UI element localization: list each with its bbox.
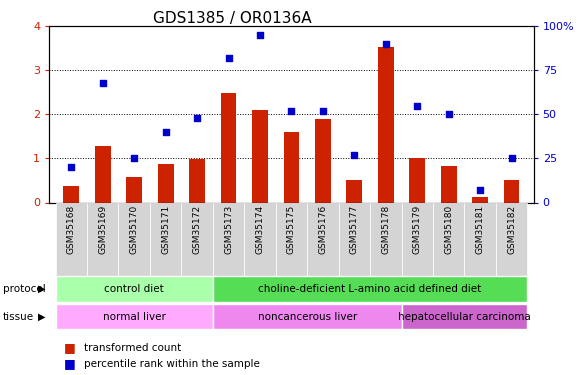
Text: GSM35181: GSM35181 <box>476 204 485 254</box>
Bar <box>370 202 401 276</box>
Bar <box>252 110 268 202</box>
Point <box>444 111 454 117</box>
Text: GSM35173: GSM35173 <box>224 204 233 254</box>
Point <box>350 152 359 158</box>
Bar <box>496 202 527 276</box>
Bar <box>315 119 331 202</box>
Text: GSM35175: GSM35175 <box>287 204 296 254</box>
Bar <box>189 159 205 202</box>
Point <box>255 32 264 38</box>
Bar <box>284 132 299 202</box>
Bar <box>126 177 142 203</box>
Text: GSM35178: GSM35178 <box>381 204 390 254</box>
Text: GSM35170: GSM35170 <box>130 204 139 254</box>
Text: ■: ■ <box>64 342 75 354</box>
FancyBboxPatch shape <box>213 276 527 302</box>
Point <box>224 55 233 61</box>
Point <box>507 155 516 161</box>
FancyBboxPatch shape <box>56 276 213 302</box>
Text: hepatocellular carcinoma: hepatocellular carcinoma <box>398 312 531 321</box>
Point <box>98 80 107 86</box>
Point <box>193 115 202 121</box>
Text: GSM35172: GSM35172 <box>193 204 202 254</box>
Bar <box>244 202 276 276</box>
Text: ▶: ▶ <box>38 312 45 321</box>
Bar <box>378 47 394 202</box>
FancyBboxPatch shape <box>56 304 213 329</box>
Text: ▶: ▶ <box>38 284 45 294</box>
Text: GSM35176: GSM35176 <box>318 204 327 254</box>
Bar <box>346 180 362 203</box>
Point <box>412 102 422 109</box>
Bar <box>56 202 87 276</box>
Text: tissue: tissue <box>3 312 34 321</box>
Text: ■: ■ <box>64 357 75 370</box>
Bar <box>95 146 111 202</box>
Point <box>67 164 76 170</box>
Text: choline-deficient L-amino acid defined diet: choline-deficient L-amino acid defined d… <box>259 284 482 294</box>
Point <box>129 155 139 161</box>
Bar <box>150 202 182 276</box>
Text: GSM35174: GSM35174 <box>256 204 264 254</box>
Text: protocol: protocol <box>3 284 46 294</box>
Bar <box>472 197 488 202</box>
Text: GSM35171: GSM35171 <box>161 204 170 254</box>
Bar <box>339 202 370 276</box>
Bar <box>63 186 79 202</box>
Point <box>287 108 296 114</box>
Text: GSM35177: GSM35177 <box>350 204 359 254</box>
FancyBboxPatch shape <box>213 304 401 329</box>
Point <box>161 129 171 135</box>
Point <box>476 187 485 193</box>
Text: control diet: control diet <box>104 284 164 294</box>
Bar <box>465 202 496 276</box>
Text: percentile rank within the sample: percentile rank within the sample <box>84 359 260 369</box>
Bar <box>182 202 213 276</box>
Text: normal liver: normal liver <box>103 312 166 321</box>
Bar <box>503 180 520 203</box>
Bar <box>307 202 339 276</box>
Text: GSM35169: GSM35169 <box>98 204 107 254</box>
Text: GSM35168: GSM35168 <box>67 204 76 254</box>
Bar <box>401 202 433 276</box>
Bar <box>221 93 237 202</box>
Bar <box>158 164 173 202</box>
Bar <box>118 202 150 276</box>
Text: noncancerous liver: noncancerous liver <box>258 312 357 321</box>
Bar <box>409 158 425 203</box>
Bar <box>87 202 118 276</box>
Bar <box>276 202 307 276</box>
Bar <box>441 166 456 202</box>
Text: GDS1385 / OR0136A: GDS1385 / OR0136A <box>153 11 311 26</box>
Bar <box>213 202 244 276</box>
Text: GSM35182: GSM35182 <box>507 204 516 254</box>
Point <box>381 41 390 47</box>
FancyBboxPatch shape <box>401 304 527 329</box>
Bar <box>433 202 465 276</box>
Text: GSM35179: GSM35179 <box>413 204 422 254</box>
Point <box>318 108 328 114</box>
Text: transformed count: transformed count <box>84 343 182 353</box>
Text: GSM35180: GSM35180 <box>444 204 453 254</box>
